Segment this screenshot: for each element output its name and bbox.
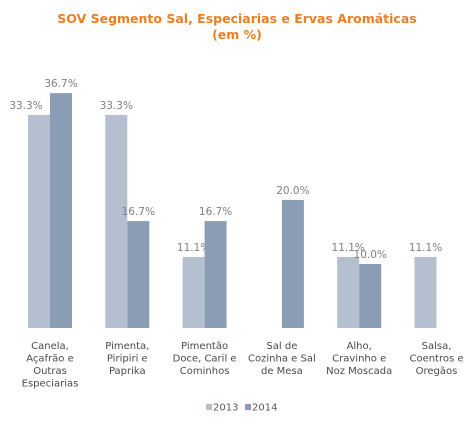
category-label-5-2: Oregãos xyxy=(416,366,458,377)
legend-label-2013: 2013 xyxy=(213,403,238,414)
data-label-2014-2: 16.7% xyxy=(199,206,232,218)
category-label-0-0: Canela, xyxy=(31,341,69,352)
bar-2013-2 xyxy=(182,256,205,328)
plot-area: 33.3%36.7%33.3%16.7%11.1%16.7%20.0%11.1%… xyxy=(9,78,442,329)
data-label-2013-1: 33.3% xyxy=(100,100,133,112)
bar-2014-1 xyxy=(127,221,150,328)
bar-2014-3 xyxy=(281,200,304,328)
category-label-1-2: Paprika xyxy=(109,366,146,377)
category-label-2-2: Cominhos xyxy=(180,366,230,377)
category-label-1-1: Piripiri e xyxy=(107,354,148,365)
legend-swatch-2013 xyxy=(206,404,212,410)
bar-2013-5 xyxy=(414,256,437,328)
bar-2013-1 xyxy=(105,114,128,328)
category-label-2-0: Pimentão xyxy=(181,341,228,352)
category-label-4-2: Noz Moscada xyxy=(326,366,392,377)
category-label-1-0: Pimenta, xyxy=(105,341,149,352)
data-label-2013-5: 11.1% xyxy=(409,242,442,254)
category-label-5-1: Coentros e xyxy=(409,354,463,365)
chart-title: SOV Segmento Sal, Especiarias e Ervas Ar… xyxy=(57,11,416,26)
bar-2014-0 xyxy=(50,93,72,329)
legend-swatch-2014 xyxy=(245,404,251,410)
category-label-4-1: Cravinho e xyxy=(332,354,386,365)
data-label-2013-2: 11.1% xyxy=(177,242,210,254)
legend-label-2014: 2014 xyxy=(252,403,277,414)
bar-2014-4 xyxy=(359,264,382,328)
category-label-3-2: de Mesa xyxy=(261,366,303,377)
category-label-3-0: Sal de xyxy=(266,341,297,352)
data-label-2014-1: 16.7% xyxy=(122,206,155,218)
category-label-5-0: Salsa, xyxy=(422,341,452,352)
bar-2013-4 xyxy=(337,256,360,328)
data-label-2014-4: 10.0% xyxy=(354,249,387,261)
category-label-0-1: Açafrão e xyxy=(26,354,74,365)
data-label-2013-4: 11.1% xyxy=(332,242,365,254)
bar-2014-2 xyxy=(204,221,227,328)
bar-2013-0 xyxy=(28,114,50,328)
chart-subtitle: (em %) xyxy=(212,27,262,42)
legend: 2013 2014 xyxy=(206,403,277,414)
category-label-3-1: Cozinha e Sal xyxy=(248,354,316,365)
category-label-2-1: Doce, Caril e xyxy=(173,354,237,365)
data-label-2014-3: 20.0% xyxy=(276,185,309,197)
category-label-4-0: Alho, xyxy=(347,341,372,352)
category-label-0-2: Outras xyxy=(33,366,67,377)
data-label-2013-0: 33.3% xyxy=(9,100,42,112)
data-label-2014-0: 36.7% xyxy=(44,78,77,90)
category-label-0-3: Especiarias xyxy=(22,379,79,390)
